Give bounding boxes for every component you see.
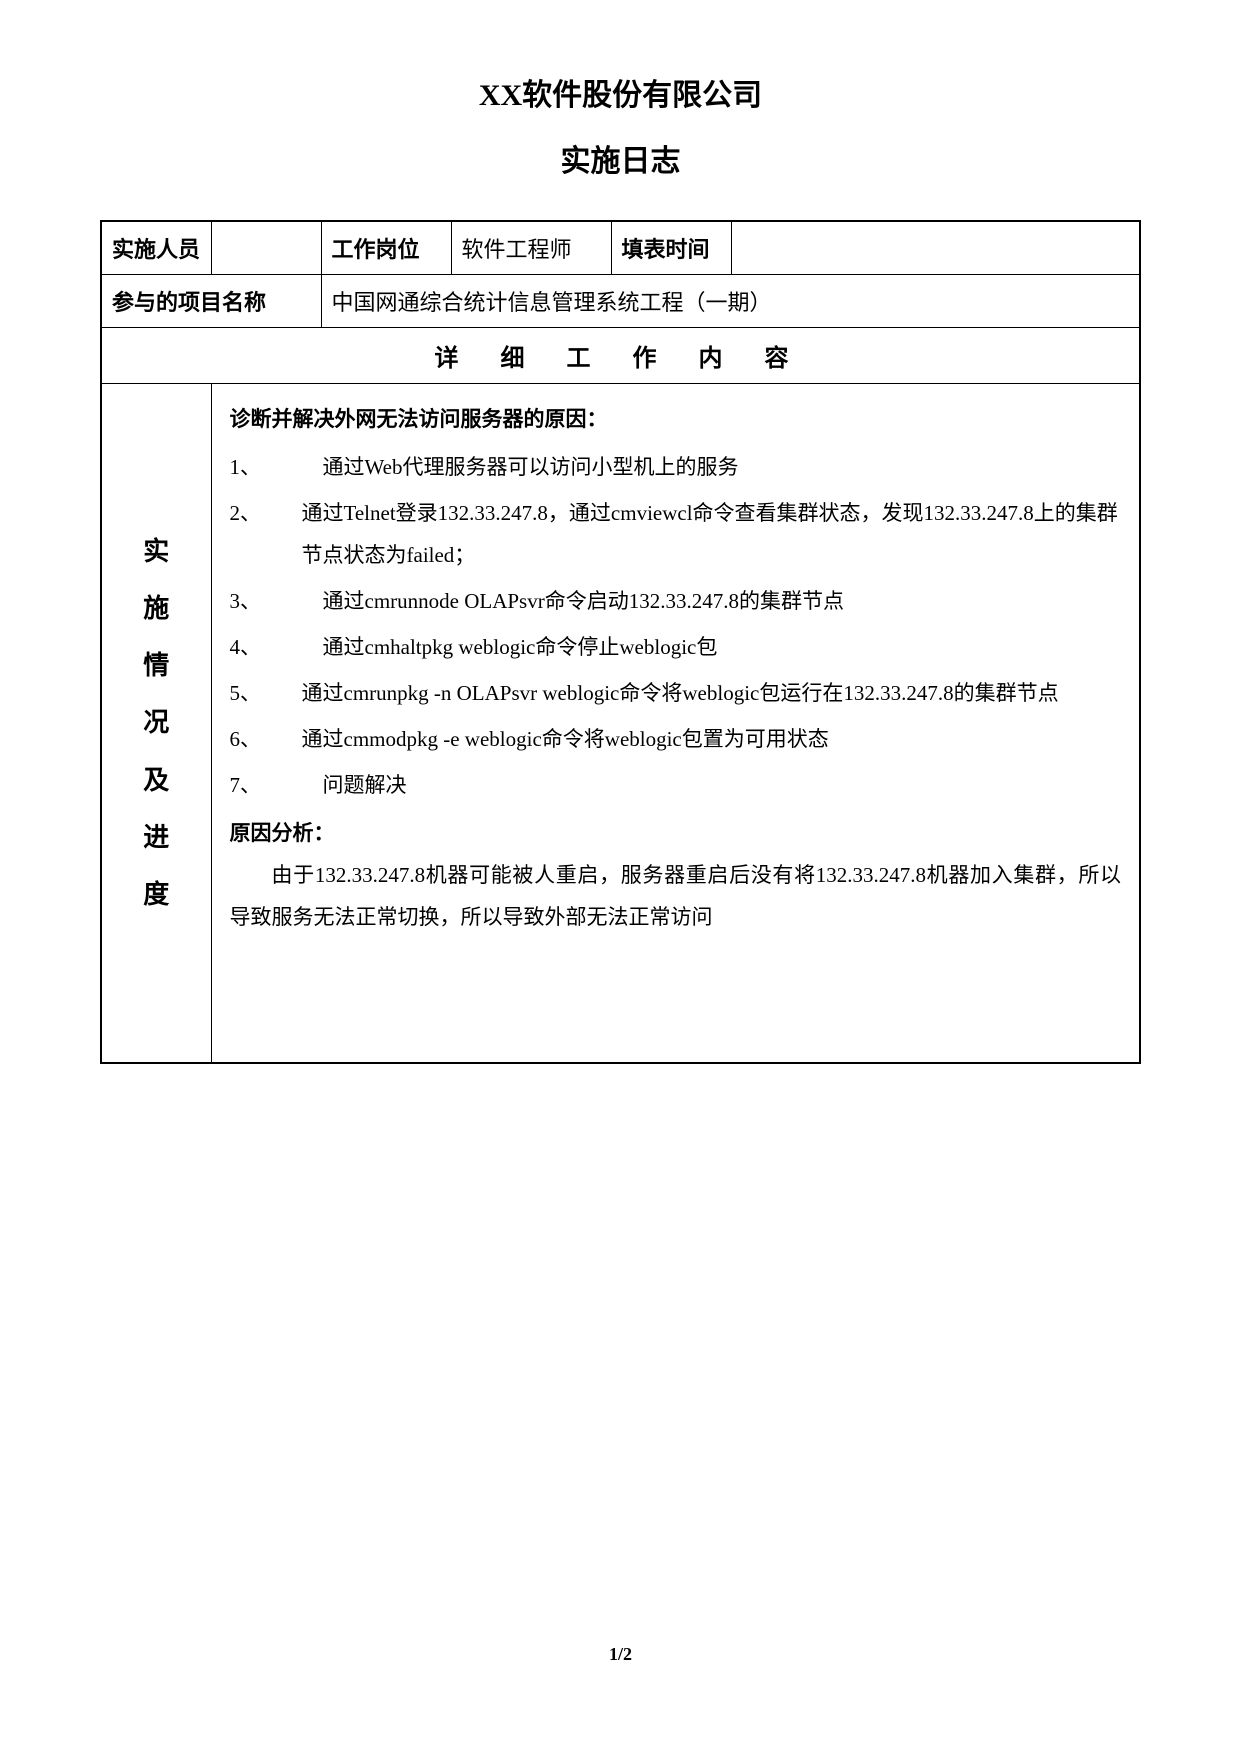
item-text: 通过cmrunpkg -n OLAPsvr weblogic命令将weblogi… xyxy=(302,681,1059,705)
project-value: 中国网通综合统计信息管理系统工程（一期） xyxy=(321,275,1140,328)
item-text: 通过Telnet登录132.33.247.8，通过cmviewcl命令查看集群状… xyxy=(302,501,1118,567)
log-table: 实施人员 工作岗位 软件工程师 填表时间 参与的项目名称 中国网通综合统计信息管… xyxy=(100,220,1141,1064)
content-row: 实施情况及进度 诊断并解决外网无法访问服务器的原因： 1、 通过Web代理服务器… xyxy=(101,384,1140,1064)
item-text: 通过cmmodpkg -e weblogic命令将weblogic包置为可用状态 xyxy=(302,727,829,751)
diag-item: 4、 通过cmhaltpkg weblogic命令停止weblogic包 xyxy=(266,626,1122,668)
company-title: XX软件股份有限公司 xyxy=(100,70,1141,114)
doc-title: 实施日志 xyxy=(100,136,1141,180)
page-number: 1/2 xyxy=(0,1644,1241,1665)
item-number: 2、 xyxy=(266,492,302,534)
vertical-label-char: 情 xyxy=(112,637,201,694)
vertical-label-char: 实 xyxy=(112,523,201,580)
vertical-label-char: 及 xyxy=(112,752,201,809)
diag-item: 2、通过Telnet登录132.33.247.8，通过cmviewcl命令查看集… xyxy=(266,492,1122,576)
item-text: 通过cmrunnode OLAPsvr命令启动132.33.247.8的集群节点 xyxy=(302,589,844,613)
vertical-label: 实施情况及进度 xyxy=(101,384,211,1064)
position-label: 工作岗位 xyxy=(321,221,451,275)
vertical-label-char: 进 xyxy=(112,809,201,866)
personnel-label: 实施人员 xyxy=(101,221,211,275)
diag-item-list: 1、 通过Web代理服务器可以访问小型机上的服务2、通过Telnet登录132.… xyxy=(230,446,1122,806)
filltime-label: 填表时间 xyxy=(611,221,731,275)
personnel-value xyxy=(211,221,321,275)
item-text: 通过cmhaltpkg weblogic命令停止weblogic包 xyxy=(302,635,718,659)
diag-item: 3、 通过cmrunnode OLAPsvr命令启动132.33.247.8的集… xyxy=(266,580,1122,622)
section-header: 详 细 工 作 内 容 xyxy=(101,328,1140,384)
filltime-value xyxy=(731,221,1140,275)
diag-heading: 诊断并解决外网无法访问服务器的原因： xyxy=(230,398,1122,440)
vertical-label-char: 况 xyxy=(112,694,201,751)
vertical-label-text: 实施情况及进度 xyxy=(112,523,201,923)
vertical-label-char: 度 xyxy=(112,866,201,923)
diag-item: 6、通过cmmodpkg -e weblogic命令将weblogic包置为可用… xyxy=(266,718,1122,760)
item-number: 7、 xyxy=(266,764,302,806)
item-number: 4、 xyxy=(266,626,302,668)
header-row-1: 实施人员 工作岗位 软件工程师 填表时间 xyxy=(101,221,1140,275)
vertical-label-char: 施 xyxy=(112,580,201,637)
item-number: 6、 xyxy=(266,718,302,760)
analysis-heading: 原因分析： xyxy=(230,812,1122,854)
project-label: 参与的项目名称 xyxy=(101,275,321,328)
header-row-2: 参与的项目名称 中国网通综合统计信息管理系统工程（一期） xyxy=(101,275,1140,328)
item-number: 1、 xyxy=(266,446,302,488)
item-number: 5、 xyxy=(266,672,302,714)
item-number: 3、 xyxy=(266,580,302,622)
position-value: 软件工程师 xyxy=(451,221,611,275)
diag-item: 7、 问题解决 xyxy=(266,764,1122,806)
diag-item: 5、通过cmrunpkg -n OLAPsvr weblogic命令将weblo… xyxy=(266,672,1122,714)
diag-item: 1、 通过Web代理服务器可以访问小型机上的服务 xyxy=(266,446,1122,488)
item-text: 通过Web代理服务器可以访问小型机上的服务 xyxy=(302,455,739,479)
document-page: XX软件股份有限公司 实施日志 实施人员 工作岗位 软件工程师 填表时间 参与的… xyxy=(0,0,1241,1064)
item-text: 问题解决 xyxy=(302,773,407,797)
section-header-row: 详 细 工 作 内 容 xyxy=(101,328,1140,384)
analysis-body: 由于132.33.247.8机器可能被人重启，服务器重启后没有将132.33.2… xyxy=(230,854,1122,938)
content-cell: 诊断并解决外网无法访问服务器的原因： 1、 通过Web代理服务器可以访问小型机上… xyxy=(211,384,1140,1064)
